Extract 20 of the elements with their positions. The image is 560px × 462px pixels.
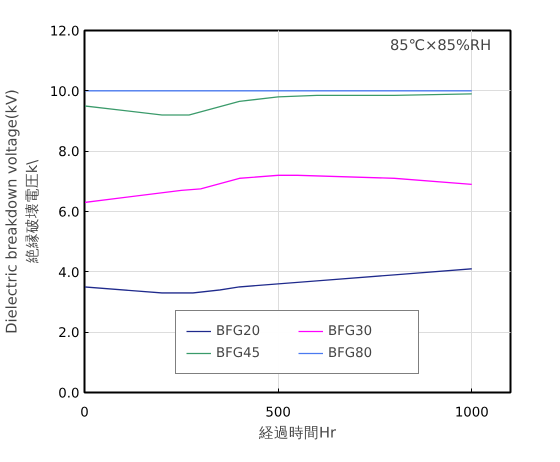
y-tick-label: 0.0: [58, 386, 80, 402]
y-tick-label: 2.0: [58, 326, 80, 342]
annotation: 85℃×85%RH: [390, 37, 492, 54]
line-series: [84, 174, 472, 204]
line-series: [84, 93, 472, 116]
x-axis-title: 経過時間Hr: [258, 424, 337, 442]
legend-label: BFG80: [328, 346, 374, 360]
y-tick-label: 4.0: [58, 266, 80, 281]
y-tick-label: 10.0: [50, 84, 80, 100]
x-tick-label: 1000: [454, 406, 489, 420]
line-series: [84, 268, 472, 294]
legend-label: BFG30: [328, 324, 374, 338]
y-axis-title: Dielectric breakdown voltage(kV) 絶縁破壊電圧k\: [3, 89, 41, 334]
legend-label: BFG45: [216, 346, 262, 360]
y-tick-label: 8.0: [58, 145, 80, 160]
x-tick-label: 500: [265, 406, 291, 420]
y-tick-label: 6.0: [58, 206, 80, 220]
x-tick-label: 0: [80, 406, 89, 420]
legend-label: BFG20: [216, 324, 262, 338]
y-tick-label: 12.0: [50, 24, 80, 40]
